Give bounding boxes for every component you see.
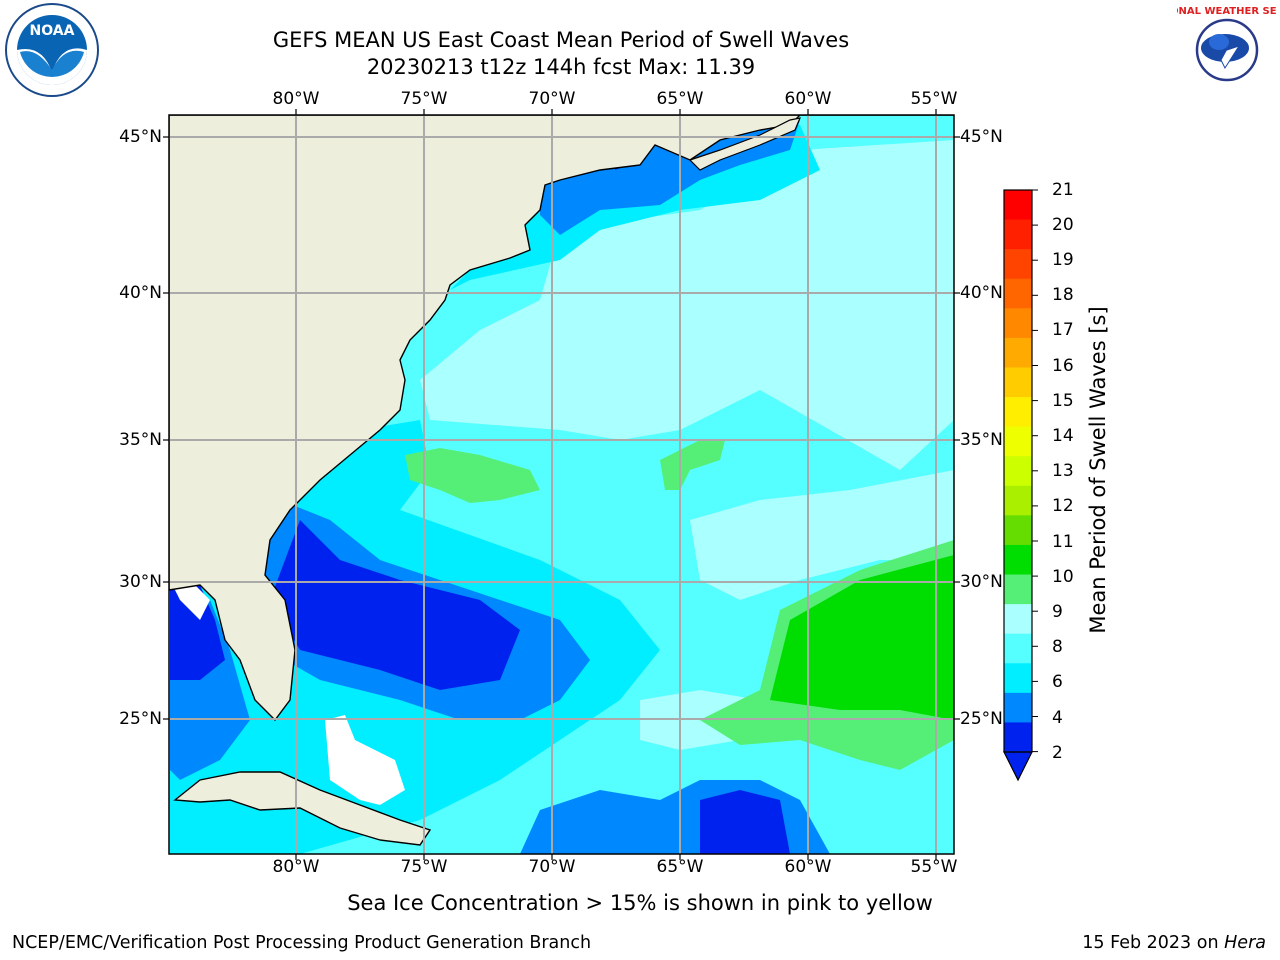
sea-ice-note: Sea Ice Concentration > 15% is shown in … — [347, 891, 933, 915]
sea-11-12-east — [770, 555, 954, 720]
colorbar-segment — [1004, 397, 1032, 428]
lon-label-top-55w: 55°W — [910, 89, 958, 109]
colorbar-segment — [1004, 219, 1032, 250]
lon-label-bottom-55w: 55°W — [910, 857, 958, 877]
lon-label-bottom-70w: 70°W — [528, 857, 576, 877]
sea-10-11-central — [405, 448, 540, 503]
lat-label-left-25n: 25°N — [119, 709, 162, 729]
colorbar-tick-14: 14 — [1052, 426, 1074, 446]
sea-2-4-southeast — [270, 520, 520, 690]
colorbar-tick-11: 11 — [1052, 532, 1074, 552]
colorbar-segment — [1004, 367, 1032, 398]
lon-label-bottom-80w: 80°W — [272, 857, 320, 877]
lat-label-right-35n: 35°N — [960, 430, 1003, 450]
lat-label-left-45n: 45°N — [119, 127, 162, 147]
colorbar-segment — [1004, 515, 1032, 546]
map-subtitle: 20230213 t12z 144h fcst Max: 11.39 — [366, 55, 756, 79]
lat-label-right-40n: 40°N — [960, 283, 1003, 303]
no-data-florida-bay — [170, 580, 210, 620]
svg-text:NOAA: NOAA — [30, 23, 75, 39]
colorbar-tick-16: 16 — [1052, 356, 1074, 376]
lon-label-top-60w: 60°W — [784, 89, 832, 109]
colorbar-segment — [1004, 663, 1032, 694]
colorbar-tick-8: 8 — [1052, 637, 1063, 657]
colorbar-tick-4: 4 — [1052, 708, 1063, 728]
land-north-america — [169, 115, 954, 722]
sea-10-11-blob — [660, 440, 725, 490]
colorbar-extend-arrow — [1003, 751, 1033, 782]
lat-label-right-30n: 30°N — [960, 572, 1003, 592]
colorbar-segment — [1004, 308, 1032, 339]
lon-label-bottom-75w: 75°W — [400, 857, 448, 877]
no-data-bahamas — [325, 715, 405, 805]
colorbar-segment — [1004, 278, 1032, 309]
colorbar-segment — [1004, 574, 1032, 605]
lat-label-left-35n: 35°N — [119, 430, 162, 450]
lat-label-right-45n: 45°N — [960, 127, 1003, 147]
lon-label-top-75w: 75°W — [400, 89, 448, 109]
svg-text:NATIONAL WEATHER SERVICE: NATIONAL WEATHER SERVICE — [1177, 6, 1277, 17]
lat-label-right-25n: 25°N — [960, 709, 1003, 729]
colorbar-tick-2: 2 — [1052, 743, 1063, 763]
footer-date: 15 Feb 2023 on Hera — [1082, 933, 1266, 953]
lon-label-bottom-65w: 65°W — [656, 857, 704, 877]
noaa-logo: NOAA — [2, 2, 102, 106]
footer-machine: Hera — [1224, 933, 1266, 953]
colorbar-segment — [1004, 190, 1032, 221]
colorbar-segment — [1004, 485, 1032, 516]
colorbar-segment — [1004, 633, 1032, 664]
colorbar-segment — [1004, 249, 1032, 280]
lat-label-left-40n: 40°N — [119, 283, 162, 303]
colorbar-tick-21: 21 — [1052, 180, 1074, 200]
map-frame — [168, 114, 955, 855]
sea-9-10-north — [420, 140, 954, 470]
colorbar-tick-19: 19 — [1052, 250, 1074, 270]
footer-date-text: 15 Feb 2023 on — [1082, 933, 1219, 953]
land-nova-scotia — [688, 117, 801, 171]
colorbar-tick-13: 13 — [1052, 461, 1074, 481]
colorbar-tick-10: 10 — [1052, 567, 1074, 587]
colorbar-segment — [1004, 604, 1032, 635]
footer-credit: NCEP/EMC/Verification Post Processing Pr… — [12, 933, 592, 953]
colorbar-tick-17: 17 — [1052, 320, 1074, 340]
lon-label-top-80w: 80°W — [272, 89, 320, 109]
colorbar-segment — [1004, 426, 1032, 457]
colorbar-segment — [1004, 544, 1032, 576]
map-title: GEFS MEAN US East Coast Mean Period of S… — [272, 28, 850, 52]
colorbar — [1003, 189, 1038, 782]
lon-label-bottom-60w: 60°W — [784, 857, 832, 877]
lat-label-left-30n: 30°N — [119, 572, 162, 592]
colorbar-tick-12: 12 — [1052, 496, 1074, 516]
colorbar-segment — [1004, 692, 1032, 723]
lon-label-top-70w: 70°W — [528, 89, 576, 109]
colorbar-segment — [1004, 722, 1032, 753]
colorbar-segment — [1004, 337, 1032, 368]
colorbar-segment — [1004, 456, 1032, 487]
colorbar-tick-20: 20 — [1052, 215, 1074, 235]
grid-lines — [169, 115, 954, 854]
sea-9-10-central — [690, 470, 954, 600]
lon-label-top-65w: 65°W — [656, 89, 704, 109]
sea-2-4-south — [700, 790, 790, 854]
colorbar-title: Mean Period of Swell Waves [s] — [1086, 306, 1110, 634]
colorbar-tick-6: 6 — [1052, 672, 1063, 692]
colorbar-tick-18: 18 — [1052, 285, 1074, 305]
sea-2-4-gulf — [170, 585, 225, 680]
colorbar-tick-15: 15 — [1052, 391, 1074, 411]
colorbar-tick-9: 9 — [1052, 602, 1063, 622]
nws-logo: NATIONAL WEATHER SERVICE — [1144, 2, 1280, 106]
